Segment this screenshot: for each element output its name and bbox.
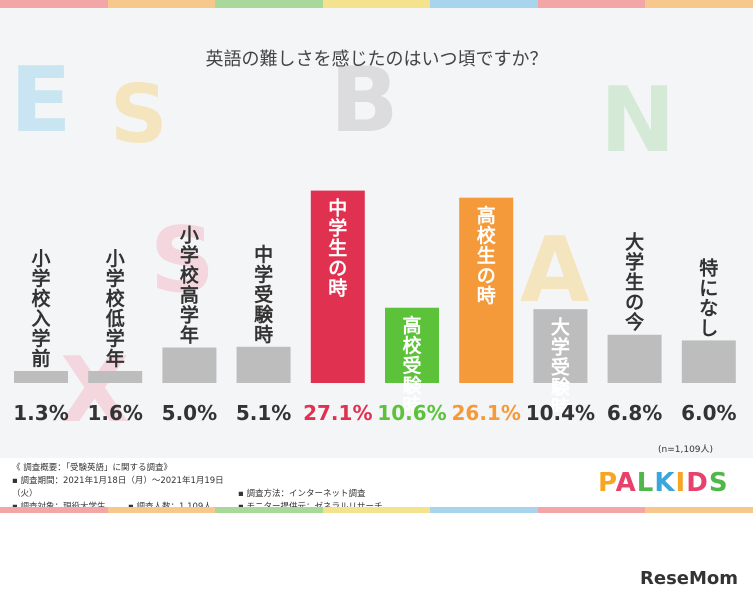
bar [14,371,68,383]
decorative-letter: S [110,68,168,161]
category-label: 特になし [699,257,718,339]
bottom-color-stripe [0,507,753,513]
bar [88,371,143,383]
bar [162,347,217,383]
category-label: 中学生の時 [328,197,347,300]
category-label: 高校受験時 [402,314,422,417]
value-label: 10.6% [377,401,446,425]
decorative-letter: A [520,218,590,323]
bar [385,307,439,383]
palkids-logo: PALKIDS [598,468,729,498]
bar [310,190,365,383]
logo-letter: S [708,468,729,498]
value-label: 1.6% [87,401,142,425]
value-label: 5.1% [236,401,291,425]
bar [533,309,588,383]
decorative-letter: E [10,48,72,153]
value-label: 27.1% [303,401,372,425]
logo-letter: A [615,468,637,498]
logo-letter: D [686,468,709,498]
bar [607,334,662,383]
category-label: 小学校入学前 [31,248,51,370]
logo-letter: K [654,468,676,498]
category-label: 大学生の今 [624,231,644,334]
category-label: 大学受験時 [551,315,571,418]
category-label: 小学校高学年 [180,225,200,347]
value-label: 6.8% [607,401,662,425]
top-color-stripe [0,0,753,8]
logo-letter: L [636,468,655,498]
category-label: 中学受験時 [254,243,274,346]
decorative-letter: B [330,48,399,153]
bar [459,197,514,383]
logo-letter: P [598,468,616,498]
bar-chart: 小学校入学前 1.3% 小学校低学年 1.6% 小学校高学年 5.0% 中学受験時 5.1% 中… [13,190,737,425]
bar [236,346,291,383]
resemom-watermark: ReseMom [640,568,739,589]
survey-period: ▪ 調査期間：2021年1月18日（月）〜2021年1月19日（火） [12,476,224,499]
logo-letter: I [675,468,687,498]
value-label: 26.1% [452,401,521,425]
value-label: 5.0% [162,401,217,425]
value-label: 1.3% [13,401,68,425]
decorative-letter: X [60,338,130,443]
category-label: 小学校低学年 [105,248,126,370]
chart-title: 英語の難しさを感じたのはいつ頃ですか？ [205,49,548,70]
survey-method: ▪ 調査方法：インターネット調査 [238,489,366,499]
decorative-letter: S [150,208,215,313]
value-label: 6.0% [681,401,736,425]
value-label: 10.4% [526,401,595,425]
survey-heading: 《 調査概要：「受験英語」に関する調査》 [12,463,172,473]
bar [681,340,736,383]
decorative-letter: N [600,68,676,173]
category-label: 高校生の時 [477,204,497,307]
sample-size-note: (n=1,109人) [658,445,714,455]
